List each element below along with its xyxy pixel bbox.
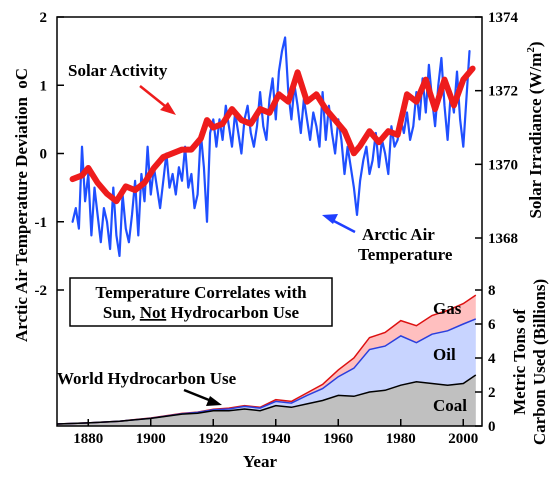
box-line-1: Temperature Correlates with [95, 283, 307, 302]
solar-activity-line [69, 65, 476, 205]
right-axis-top-sup: 2 [525, 47, 537, 53]
coal-area [57, 375, 476, 426]
hydrocarbon-area-layer [56, 294, 477, 426]
right-axis-bottom-label-1: Metric Tons of [510, 309, 529, 415]
coal-line [56, 374, 477, 425]
solar-activity-arrow-head [160, 102, 176, 115]
right-axis-bottom-label-2: Carbon Used (Billions) [530, 279, 549, 445]
x-tick-label: 1900 [136, 431, 166, 447]
oil-label: Oil [433, 345, 456, 364]
x-tick-label: 1940 [261, 431, 291, 447]
right-axis-top-end: ) [526, 41, 545, 47]
coal-label: Coal [433, 396, 467, 415]
arctic-label-1: Arctic Air [362, 225, 435, 244]
left-tick-label: 0 [40, 147, 48, 163]
x-tick-label: 1880 [73, 431, 103, 447]
oil-area [57, 318, 476, 424]
box-sun-text: Sun, [103, 303, 140, 322]
left-tick-label: -2 [35, 283, 48, 299]
right-bottom-tick-label: 4 [488, 351, 496, 367]
correlation-box [69, 277, 333, 327]
x-tick-label: 1920 [198, 431, 228, 447]
series-layer [69, 36, 476, 257]
ticks-layer: 1880 1900 1920 1940 1960 1980 2000 2 1 0 -1 -2 1374 1… [35, 10, 519, 447]
right-top-tick-label: 1370 [488, 157, 518, 173]
right-bottom-tick-label: 6 [488, 317, 496, 333]
hydrocarbon-label: World Hydrocarbon Use [57, 369, 237, 388]
arctic-label-2: Temperature [358, 245, 453, 264]
box-rest-text: Hydrocarbon Use [166, 303, 299, 322]
x-tick-label: 1980 [386, 431, 416, 447]
left-tick-label: -1 [35, 215, 48, 231]
right-axis-top-label: Solar Irradiance (W/m [526, 53, 545, 219]
arctic-arrow-head [322, 214, 338, 224]
left-axis-label: Arctic Air Temperature Deviation [12, 96, 31, 342]
right-top-tick-label: 1374 [488, 10, 519, 26]
right-bottom-tick-label: 8 [488, 283, 496, 299]
hydrocarbon-arrow-head [206, 396, 222, 406]
left-axis-title: Arctic Air Temperature Deviation oC [12, 68, 31, 342]
solar-activity-label: Solar Activity [68, 61, 168, 80]
right-top-tick-label: 1368 [488, 231, 518, 247]
left-tick-label: 1 [40, 78, 48, 94]
left-tick-label: 2 [40, 10, 48, 26]
box-not-text: Not [140, 303, 167, 322]
gas-label: Gas [433, 299, 462, 318]
arctic-temperature-line [71, 36, 471, 257]
right-bottom-tick-label: 0 [488, 419, 496, 435]
left-axis-unit: oC [12, 68, 31, 89]
right-top-tick-label: 1372 [488, 84, 518, 100]
x-tick-label: 1960 [323, 431, 353, 447]
x-axis-title: Year [243, 452, 277, 471]
right-bottom-tick-label: 2 [488, 385, 496, 401]
right-axis-top-title: Solar Irradiance (W/m2) [525, 41, 545, 218]
box-line-2: Sun, Not Hydrocarbon Use [103, 303, 300, 322]
x-tick-label: 2000 [448, 431, 478, 447]
